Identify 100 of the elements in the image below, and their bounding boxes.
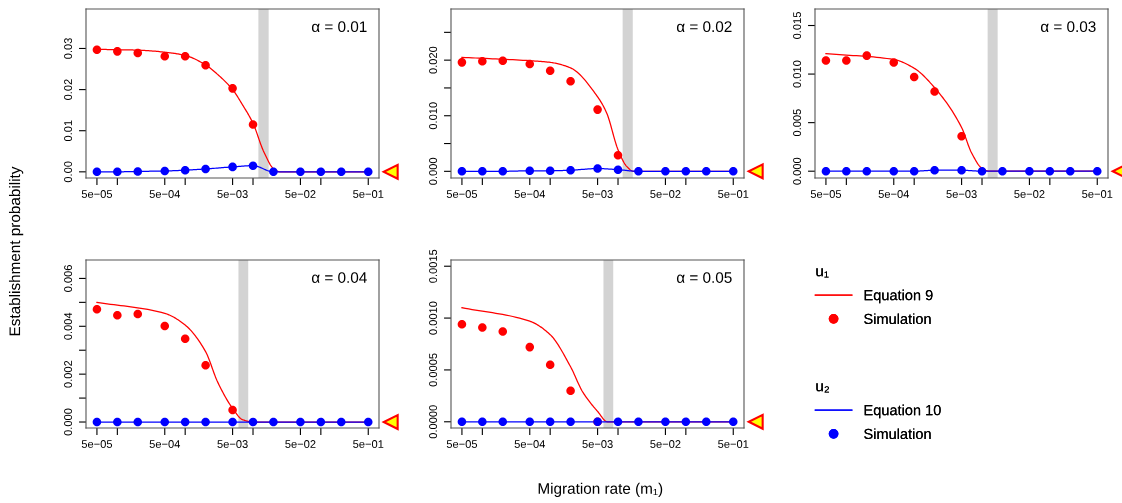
x-tick-label: 5e−04: [149, 190, 181, 198]
point: [909, 72, 919, 82]
point: [180, 52, 190, 61]
x-tick-label: 5e−01: [718, 440, 749, 448]
point: [593, 164, 602, 173]
point: [363, 417, 373, 427]
y-tick-label: 0.000: [429, 157, 437, 185]
x-tick-label: 5e−04: [878, 190, 910, 198]
point: [957, 131, 966, 141]
x-tick-label: 5e−02: [285, 190, 316, 198]
annotation: α = 0.03: [1040, 21, 1096, 33]
y-tick-label: 0.0000: [429, 405, 437, 439]
point: [248, 417, 258, 427]
point: [180, 417, 190, 427]
y-tick-label: 0.0015: [429, 249, 437, 283]
point: [180, 334, 190, 344]
point: [228, 162, 237, 172]
y-tick-label: 0.0010: [429, 301, 437, 335]
point: [957, 165, 966, 175]
point: [133, 417, 143, 427]
annotation: α = 0.04: [311, 272, 367, 283]
point: [909, 166, 919, 176]
point: [842, 56, 851, 65]
point: [842, 166, 851, 176]
point: [1092, 166, 1102, 176]
point: [1045, 166, 1055, 176]
y-tick-label: 0.005: [793, 109, 801, 137]
y-tick-label: 0.015: [793, 12, 801, 39]
x-tick-label: 5e−04: [514, 440, 546, 448]
y-tick-label: 0.006: [64, 265, 72, 292]
legend-label: Simulation: [864, 428, 931, 440]
y-tick-label: 0.002: [64, 360, 72, 388]
legend-label: Equation 9: [864, 289, 933, 304]
x-tick-label: 5e−01: [718, 190, 749, 198]
point: [180, 165, 190, 175]
y-tick-label: 0.010: [429, 102, 437, 130]
point: [977, 166, 987, 176]
y-tick-label: 0.000: [793, 157, 801, 185]
point: [248, 161, 258, 170]
y-tick-label: 0.01: [64, 120, 72, 142]
x-tick-label: 5e−02: [650, 440, 681, 448]
point: [228, 417, 237, 427]
x-tick-label: 5e−04: [149, 440, 181, 448]
annotation: α = 0.02: [676, 21, 732, 33]
x-tick-label: 5e−02: [285, 440, 316, 448]
point: [113, 47, 122, 56]
annotation: α = 0.01: [311, 21, 367, 33]
x-tick-label: 5e−03: [217, 190, 248, 198]
point: [593, 105, 602, 114]
point: [545, 66, 555, 75]
text: u₁: [816, 268, 829, 278]
point: [728, 167, 738, 176]
legend-label: Simulation: [864, 313, 931, 325]
x-tick-label: 5e−03: [582, 190, 613, 198]
point: [316, 417, 326, 427]
y-tick-label: 0.000: [64, 408, 72, 436]
x-tick-label: 5e−01: [1082, 190, 1113, 198]
y-tick-label: 0.02: [64, 79, 72, 100]
point: [248, 120, 258, 129]
point: [296, 417, 305, 427]
x-tick-label: 5e−01: [353, 190, 384, 198]
point: [681, 167, 691, 176]
y-tick-label: 0.020: [429, 46, 437, 74]
x-tick-label: 5e−04: [514, 190, 546, 198]
point: [296, 167, 305, 177]
x-tick-label: 5e−05: [446, 190, 478, 198]
x-tick-label: 5e−03: [582, 440, 613, 448]
point: [661, 167, 670, 176]
point: [228, 84, 237, 93]
point: [113, 417, 122, 427]
point: [133, 48, 143, 58]
text: u₂: [816, 383, 830, 393]
point: [363, 167, 373, 177]
point: [133, 309, 143, 319]
x-tick-label: 5e−03: [946, 190, 977, 198]
point: [113, 167, 122, 177]
point: [498, 167, 508, 176]
x-tick-label: 5e−05: [810, 190, 842, 198]
x-tick-label: 5e−02: [1014, 190, 1045, 198]
y-tick-label: 0.004: [64, 312, 72, 340]
point: [862, 51, 872, 60]
y-tick-label: 0.010: [793, 60, 801, 88]
point: [228, 405, 237, 415]
y-tick-label: 0.03: [64, 38, 72, 59]
point: [478, 56, 487, 66]
text: Migration rate (m₁): [538, 482, 663, 497]
text: Establishment probability: [8, 166, 24, 336]
x-tick-label: 5e−02: [650, 190, 681, 198]
x-tick-label: 5e−05: [81, 440, 113, 448]
point: [862, 166, 872, 176]
annotation: α = 0.05: [676, 272, 732, 283]
point: [316, 167, 326, 177]
point: [613, 165, 623, 174]
x-tick-label: 5e−05: [446, 440, 478, 448]
point: [1025, 166, 1034, 176]
point: [613, 150, 623, 160]
legend-label: Equation 10: [864, 404, 941, 419]
x-tick-label: 5e−03: [217, 440, 248, 448]
x-tick-label: 5e−01: [353, 440, 384, 448]
point: [113, 311, 122, 320]
